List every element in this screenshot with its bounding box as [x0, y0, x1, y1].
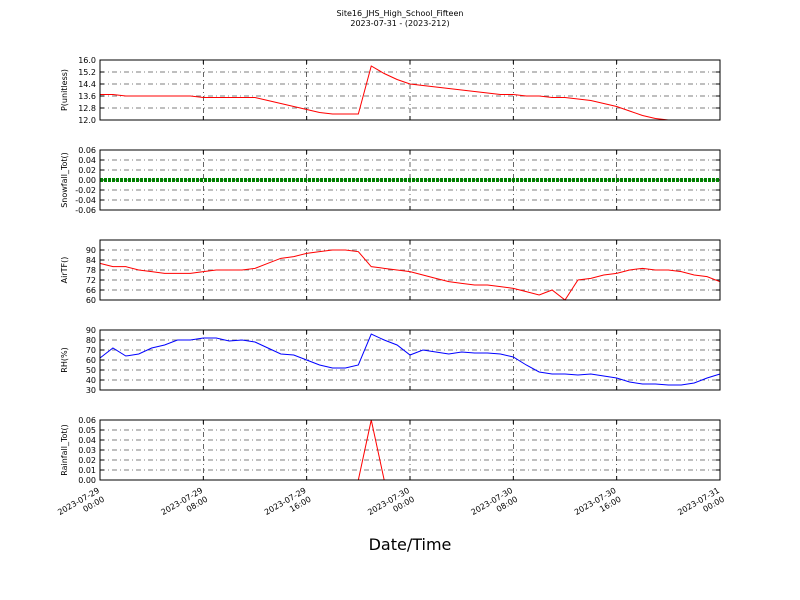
y-tick-label: 0.02 [78, 456, 96, 465]
y-tick-label: 70 [86, 346, 96, 355]
y-tick-label: 12.8 [78, 104, 96, 113]
y-tick-label: 66 [86, 286, 96, 295]
y-tick-label: 40 [86, 376, 96, 385]
y-tick-label: 15.2 [78, 68, 96, 77]
y-tick-label: 0.05 [78, 426, 96, 435]
y-tick-label: 78 [86, 266, 96, 275]
data-line [99, 249, 721, 301]
y-axis-label: AirTF() [60, 257, 69, 284]
y-axis-label: RH(%) [60, 347, 69, 372]
y-tick-label: 0.04 [78, 156, 96, 165]
y-tick-label: 72 [86, 276, 96, 285]
y-tick-label: 0.02 [78, 166, 96, 175]
y-tick-label: 30 [86, 386, 96, 395]
y-axis-label: Snowfall_Tot() [60, 152, 69, 208]
y-tick-label: 0.01 [78, 466, 96, 475]
y-tick-label: 0.03 [78, 446, 96, 455]
data-line [99, 333, 721, 386]
plot-frame [99, 329, 721, 391]
y-tick-label: 0.06 [78, 146, 96, 155]
y-tick-label: 60 [86, 296, 96, 305]
y-tick-label: 0.04 [78, 436, 96, 445]
plot-frame [99, 419, 721, 481]
x-axis-label: Date/Time [369, 535, 452, 554]
plot-frame [99, 239, 721, 301]
y-tick-label: 12.0 [78, 116, 96, 125]
y-tick-label: 90 [86, 326, 96, 335]
y-axis-label: Rainfall_Tot() [60, 424, 69, 476]
y-tick-label: 0.00 [78, 176, 96, 185]
y-tick-label: -0.02 [75, 186, 96, 195]
y-tick-label: 13.6 [78, 92, 96, 101]
y-tick-label: 16.0 [78, 56, 96, 65]
data-line [100, 65, 720, 121]
y-tick-label: -0.04 [75, 196, 96, 205]
y-tick-label: 0.00 [78, 476, 96, 485]
chart-subtitle: 2023-07-31 - (2023-212) [350, 19, 449, 28]
y-tick-label: 90 [86, 246, 96, 255]
y-tick-label: 14.4 [78, 80, 96, 89]
y-tick-label: -0.06 [75, 206, 96, 215]
y-tick-label: 60 [86, 356, 96, 365]
y-axis-label: P(unitless) [60, 69, 69, 111]
y-tick-label: 84 [86, 256, 96, 265]
y-tick-label: 80 [86, 336, 96, 345]
plot-frame [99, 59, 721, 121]
y-tick-label: 0.06 [78, 416, 96, 425]
plot-frame [99, 149, 721, 211]
y-tick-label: 50 [86, 366, 96, 375]
chart-title: Site16_JHS_High_School_Fifteen [337, 9, 464, 18]
